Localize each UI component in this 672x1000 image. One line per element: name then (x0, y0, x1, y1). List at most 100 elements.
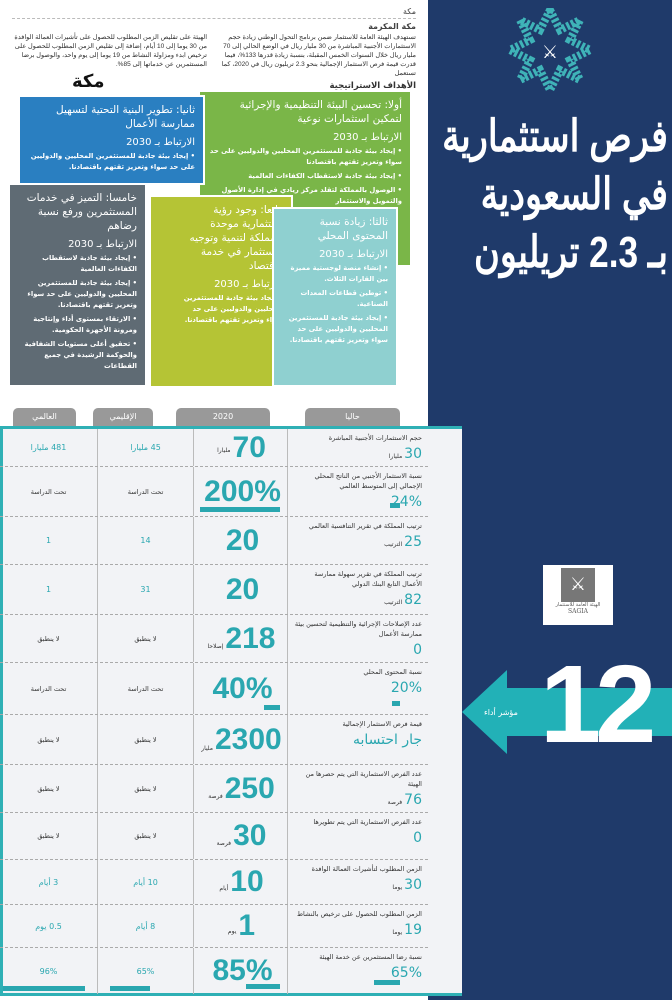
regional-cell: 8 أيام (97, 905, 193, 947)
goal-box-1: أولا: تحسين البيئة التنظيمية والإجرائية … (200, 92, 410, 265)
global-value: 96% (39, 966, 58, 976)
target-2020-cell: 200% (193, 467, 287, 516)
global-value: لا ينطبق (37, 832, 60, 840)
global-cell: 0.5 يوم (0, 905, 97, 947)
global-cell: 1 (0, 517, 97, 564)
target-2020-cell: 30 فرصة (193, 813, 287, 859)
indicator-label: الزمن المطلوب للحصول على ترخيص بالنشاط (297, 910, 422, 918)
regional-value: 45 مليارا (130, 443, 161, 452)
indicator-label: حجم الاستثمارات الأجنبية المباشرة (328, 434, 422, 442)
regional-value: 65% (136, 966, 155, 976)
goal-title: ثالثا: زيادة نسبة المحتوى المحلي (317, 216, 388, 242)
svg-text:⚔: ⚔ (542, 42, 558, 63)
indicator-label: نسبة الاستثمار الأجنبي من الناتج المحلي … (314, 472, 423, 490)
current-cell: ترتيب المملكة في تقرير التنافسية العالمي… (287, 517, 428, 564)
kpi-table (0, 426, 462, 996)
global-cell: 1 (0, 565, 97, 614)
current-cell: الزمن المطلوب لتأشيرات العمالة الوافدة 3… (287, 860, 428, 904)
global-value: 0.5 يوم (35, 921, 62, 931)
current-unit: الترتيب (384, 541, 403, 548)
current-value: 30 (404, 877, 422, 893)
goal-item: • توطين قطاعات المعدات الصناعية. (300, 289, 388, 308)
goal-box-5: خامسا: التميز في خدمات المستثمرين ورفع ن… (10, 185, 145, 385)
current-cell: عدد الإصلاحات الإجرائية والتنظيمية لتحسي… (287, 615, 428, 662)
goal-item: • إيجاد بيئة جاذبة لاستقطاب الكفاءات الع… (42, 254, 137, 273)
regional-cell: لا ينطبق (97, 765, 193, 812)
target-value: 10 (230, 865, 264, 898)
indicator-label: عدد الإصلاحات الإجرائية والتنظيمية لتحسي… (294, 620, 422, 638)
title-panel (428, 0, 672, 1000)
goal-link: الارتباط بـ 2030 (68, 239, 137, 250)
current-unit: الترتيب (384, 599, 403, 606)
goal-item: • إيجاد بيئة جاذبة للمستثمرين المحليين و… (30, 152, 195, 171)
current-cell: عدد الفرص الاستثمارية التي يتم حصرها من … (287, 765, 428, 812)
target-value: 250 (224, 771, 275, 805)
goal-item: • الوصول بالمملكة لتقلد مركز ريادي في إد… (221, 186, 402, 205)
target-2020-cell: 10 أيام (193, 860, 287, 904)
target-value: 200% (204, 474, 281, 508)
global-cell: تحت الدراسة (0, 663, 97, 714)
current-value: 0 (413, 642, 422, 658)
regional-cell: 65% (97, 948, 193, 994)
regional-value: لا ينطبق (134, 832, 157, 840)
target-2020-cell: 40% (193, 663, 287, 714)
current-cell: حجم الاستثمارات الأجنبية المباشرة 30مليا… (287, 429, 428, 466)
goal-box-3: ثالثا: زيادة نسبة المحتوى المحلي الارتبا… (272, 207, 398, 387)
regional-value: تحت الدراسة (127, 487, 164, 496)
goal-item: • إيجاد بيئة جاذبة للمستثمرين المحليين و… (27, 279, 137, 309)
goal-link: الارتباط بـ 2030 (333, 132, 402, 143)
table-row: عدد الفرص الاستثمارية التي يتم حصرها من … (0, 765, 428, 813)
goal-link: الارتباط بـ 2030 (214, 279, 283, 290)
regional-cell: لا ينطبق (97, 813, 193, 859)
target-2020-cell: 250 فرصة (193, 765, 287, 812)
global-cell: لا ينطبق (0, 715, 97, 764)
global-cell: لا ينطبق (0, 615, 97, 662)
regional-value: تحت الدراسة (127, 684, 164, 693)
regional-value: 31 (140, 585, 151, 594)
target-progress-bar (264, 705, 280, 710)
goal-title: خامسا: التميز في خدمات المستثمرين ورفع ن… (26, 192, 137, 232)
indicator-label: نسبة المحتوى المحلي (363, 668, 422, 676)
table-row: نسبة المحتوى المحلي 20% 40% تحت الدراسة … (0, 663, 428, 715)
benchmark-progress-bar (3, 986, 85, 991)
sagia-name-ar: الهيئة العامة للاستثمار (555, 602, 601, 608)
headline-line: في السعودية (480, 170, 668, 219)
city-full-label: مكة المكرمة (368, 22, 416, 31)
current-value: 19 (404, 922, 422, 938)
goal-link: الارتباط بـ 2030 (319, 249, 388, 260)
current-cell: عدد الفرص الاستثمارية التي يتم تطويرها 0 (287, 813, 428, 859)
target-unit: يوم (227, 928, 237, 935)
goal-title: رابعا: وجود رؤية استثمارية موحدة للمملكة… (189, 204, 283, 272)
global-cell: لا ينطبق (0, 765, 97, 812)
intro-paragraph: تستهدف الهيئة العامة للاستثمار ضمن برنام… (221, 34, 416, 77)
table-row: ترتيب المملكة في تقرير التنافسية العالمي… (0, 517, 428, 565)
indicator-label: عدد الفرص الاستثمارية التي يتم حصرها من … (305, 770, 423, 788)
target-2020-cell: 218 إصلاحا (193, 615, 287, 662)
current-progress-bar (390, 503, 400, 508)
global-cell: 481 مليارا (0, 429, 97, 466)
global-cell: 96% (0, 948, 97, 994)
target-value: 218 (225, 621, 276, 655)
regional-cell: 31 (97, 565, 193, 614)
global-cell: لا ينطبق (0, 813, 97, 859)
column-header-current: حاليا (305, 408, 400, 426)
table-row: الزمن المطلوب لتأشيرات العمالة الوافدة 3… (0, 860, 428, 905)
target-unit: فرصة (208, 793, 223, 800)
regional-value: 10 أيام (133, 877, 158, 887)
target-2020-cell: 1 يوم (193, 905, 287, 947)
indicator-label: ترتيب المملكة في تقرير سهولة ممارسة الأع… (314, 570, 422, 588)
indicator-label: نسبة رضا المستثمرين عن خدمة الهيئة (319, 953, 422, 961)
current-cell: نسبة الاستثمار الأجنبي من الناتج المحلي … (287, 467, 428, 516)
current-cell: ترتيب المملكة في تقرير سهولة ممارسة الأع… (287, 565, 428, 614)
indicator-label: ترتيب المملكة في تقرير التنافسية العالمي (308, 522, 422, 530)
indicator-label: الزمن المطلوب لتأشيرات العمالة الوافدة (311, 865, 422, 873)
regional-cell: لا ينطبق (97, 715, 193, 764)
goal-item: • إيجاد بيئة جاذبة لاستقطاب الكفاءات الع… (248, 172, 402, 180)
goal-title: أولا: تحسين البيئة التنظيمية والإجرائية … (239, 99, 402, 125)
current-unit: مليارا (388, 453, 403, 460)
sagia-logo: ⚔ الهيئة العامة للاستثمار SAGIA (543, 565, 613, 625)
global-value: 1 (45, 585, 52, 594)
regional-cell: 14 (97, 517, 193, 564)
target-unit: مليارا (217, 447, 231, 454)
table-row: نسبة الاستثمار الأجنبي من الناتج المحلي … (0, 467, 428, 517)
